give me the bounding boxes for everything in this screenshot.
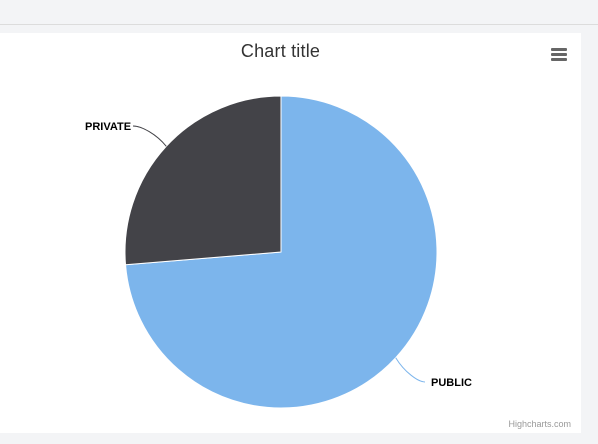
pie-connector-private bbox=[132, 125, 167, 147]
pie-slice-private[interactable] bbox=[124, 95, 282, 266]
hamburger-menu-icon-bar bbox=[551, 58, 567, 61]
pie-connector-public bbox=[395, 357, 426, 383]
chart-menu-button[interactable] bbox=[548, 45, 570, 65]
pie-slices bbox=[124, 95, 438, 409]
chart-credits-link[interactable]: Highcharts.com bbox=[508, 419, 571, 429]
pie-chart: PUBLIC PRIVATE bbox=[85, 95, 472, 409]
hamburger-menu-icon bbox=[551, 48, 567, 51]
pie-label-private: PRIVATE bbox=[85, 121, 131, 133]
pie-labels: PUBLIC PRIVATE bbox=[85, 121, 472, 389]
pie-label-public: PUBLIC bbox=[431, 377, 472, 389]
top-toolbar-strip bbox=[0, 0, 598, 25]
hamburger-menu-icon-bar bbox=[551, 53, 567, 56]
chart-title: Chart title bbox=[240, 41, 321, 61]
